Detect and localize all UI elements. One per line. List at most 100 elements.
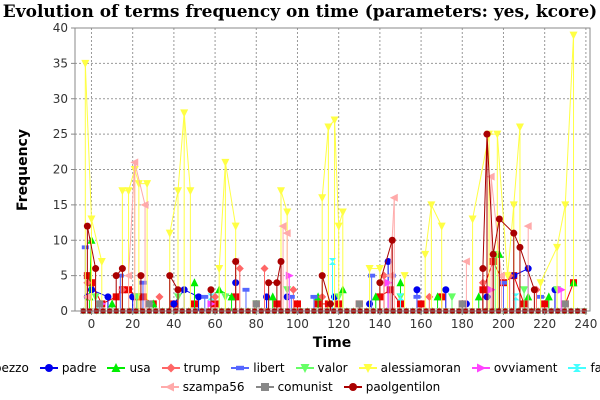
data-point (569, 31, 578, 40)
data-point (510, 229, 518, 237)
chart-title: Evolution of terms frequency on time (pa… (2, 2, 598, 22)
data-point (252, 300, 260, 308)
legend-item-ovviament: ovviament (471, 360, 558, 375)
x-tick-label: 160 (410, 317, 433, 331)
series-segment (280, 190, 288, 213)
data-point (541, 300, 549, 308)
data-point (285, 271, 294, 280)
data-point (112, 272, 120, 280)
series-segment (218, 162, 226, 269)
data-point (318, 194, 327, 203)
series-segment (276, 261, 282, 283)
y-tick-label: 15 (53, 198, 68, 212)
data-point (489, 250, 497, 258)
series-segment (128, 162, 136, 276)
y-tick-label: 10 (53, 233, 68, 247)
data-point (143, 180, 152, 189)
legend-swatch (160, 382, 179, 391)
series-segment (86, 226, 97, 269)
data-point (211, 292, 220, 301)
legend-item-padre: padre (39, 360, 97, 375)
legend-label: paolgentilon (365, 379, 441, 394)
data-point (293, 300, 301, 308)
legend-label: fascist (590, 360, 600, 375)
y-tick-label: 30 (53, 92, 68, 106)
series-segment (496, 134, 509, 276)
data-point (561, 300, 569, 308)
y-tick-label: 40 (53, 21, 68, 35)
legend-swatch (231, 365, 250, 370)
series-segment (84, 63, 92, 220)
legend-swatch (295, 363, 314, 373)
legend-row: szampa56 comunist paolgentilon (0, 377, 600, 396)
x-tick-label: 100 (286, 317, 309, 331)
series-segment (556, 204, 566, 248)
data-point (96, 300, 104, 308)
series-segment (224, 162, 237, 227)
series-segment (389, 197, 395, 276)
legend-swatch (39, 363, 58, 372)
data-point (486, 172, 495, 181)
legend-row: pezzo padre usa trump libert valor alessiamora… (0, 358, 600, 377)
series-segment (91, 282, 103, 305)
y-tick-label: 25 (53, 127, 68, 141)
data-point (334, 222, 343, 231)
data-point (83, 222, 91, 230)
data-point (329, 257, 336, 265)
legend-item-alessiamoran: alessiamoran (358, 361, 461, 375)
data-point (544, 292, 553, 301)
data-point (376, 279, 384, 287)
data-point (499, 280, 507, 285)
data-point (195, 293, 203, 301)
series-segment (513, 275, 525, 305)
data-point (104, 293, 112, 301)
data-point (461, 257, 470, 266)
data-point (282, 229, 291, 238)
legend-item-fascist: fascist (567, 361, 600, 375)
series-segment (424, 204, 432, 255)
series-segment (482, 134, 488, 269)
x-tick-label: 0 (88, 317, 96, 331)
data-point (287, 294, 295, 299)
data-point (124, 187, 133, 196)
data-point (326, 300, 334, 308)
data-point (180, 109, 189, 118)
series-segment (334, 119, 340, 227)
legend-label: ovviament (493, 360, 558, 375)
data-point (145, 300, 153, 308)
data-point (116, 273, 124, 278)
legend-item-libert: libert (230, 360, 285, 375)
data-point (231, 222, 240, 231)
data-point (396, 278, 405, 287)
data-point (227, 292, 236, 301)
data-point (318, 272, 326, 280)
data-point (442, 286, 450, 294)
data-point (417, 300, 425, 308)
data-point (118, 265, 126, 273)
data-point (324, 123, 333, 132)
legend-item-comunist: comunist (255, 380, 333, 394)
legend-swatch (161, 363, 180, 372)
x-tick-label: 220 (533, 317, 556, 331)
legend-swatch (471, 363, 490, 372)
data-point (400, 272, 409, 281)
y-axis-label: Frequency (15, 129, 31, 211)
x-tick-label: 20 (125, 317, 140, 331)
data-point (516, 243, 524, 251)
data-point (365, 265, 374, 274)
legend-item-usa: usa (106, 361, 151, 375)
legend-swatch (358, 363, 377, 373)
series-segment (486, 134, 494, 255)
legend-label: alessiamoran (380, 360, 461, 375)
legend-swatch (568, 363, 587, 372)
data-point (371, 292, 380, 301)
data-point (186, 187, 195, 196)
data-point (447, 293, 456, 302)
data-point (380, 271, 388, 280)
axes: 0 20 40 60 80 100 120 140 160 180 200 220 240 0 5 10 15 2… (53, 21, 598, 331)
chart-canvas: 0 20 40 60 80 100 120 140 160 180 200 220 240 0 5 10 15 2… (15, 21, 598, 351)
legend-label: libert (253, 360, 285, 375)
legend-label: padre (61, 360, 97, 375)
data-point (92, 265, 100, 273)
data-point (561, 201, 570, 210)
